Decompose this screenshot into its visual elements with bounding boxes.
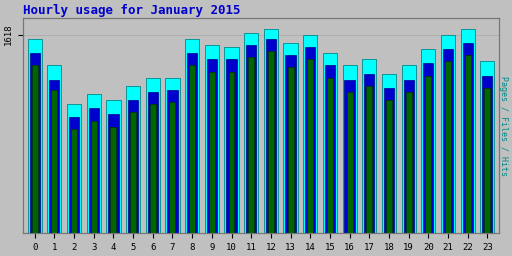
Bar xyxy=(71,129,77,233)
Bar xyxy=(224,47,239,233)
Bar xyxy=(382,73,396,233)
Bar xyxy=(205,45,219,233)
Bar xyxy=(443,49,453,233)
Bar xyxy=(51,90,57,233)
Bar xyxy=(268,51,274,233)
Bar xyxy=(169,102,176,233)
Bar xyxy=(209,71,215,233)
Bar xyxy=(69,116,79,233)
Y-axis label: Pages / Files / Hits: Pages / Files / Hits xyxy=(499,76,508,176)
Bar xyxy=(307,59,313,233)
Bar xyxy=(423,63,434,233)
Bar xyxy=(366,86,372,233)
Bar xyxy=(325,65,335,233)
Bar xyxy=(264,29,278,233)
Bar xyxy=(248,57,254,233)
Bar xyxy=(303,35,317,233)
Bar xyxy=(425,76,431,233)
Bar xyxy=(465,55,471,233)
Bar xyxy=(187,53,197,233)
Bar xyxy=(401,65,416,233)
Bar xyxy=(185,39,199,233)
Bar xyxy=(130,112,136,233)
Bar xyxy=(403,80,414,233)
Bar xyxy=(406,92,412,233)
Bar xyxy=(165,78,180,233)
Bar xyxy=(386,100,392,233)
Bar xyxy=(347,92,353,233)
Bar xyxy=(441,35,455,233)
Bar xyxy=(384,88,394,233)
Bar xyxy=(109,114,118,233)
Bar xyxy=(189,65,195,233)
Bar xyxy=(49,80,59,233)
Bar xyxy=(146,78,160,233)
Bar xyxy=(480,61,495,233)
Bar xyxy=(67,104,81,233)
Bar xyxy=(30,53,40,233)
Bar xyxy=(484,88,490,233)
Bar xyxy=(343,65,357,233)
Bar xyxy=(47,65,61,233)
Bar xyxy=(91,121,97,233)
Bar xyxy=(111,127,116,233)
Bar xyxy=(226,59,237,233)
Text: Hourly usage for January 2015: Hourly usage for January 2015 xyxy=(23,4,241,17)
Bar xyxy=(284,43,297,233)
Bar xyxy=(89,108,99,233)
Bar xyxy=(462,43,473,233)
Bar xyxy=(246,45,257,233)
Bar xyxy=(228,71,234,233)
Bar xyxy=(32,65,38,233)
Bar xyxy=(327,78,333,233)
Bar xyxy=(87,94,101,233)
Bar xyxy=(482,76,493,233)
Bar xyxy=(323,53,337,233)
Bar xyxy=(461,29,475,233)
Bar xyxy=(244,33,258,233)
Bar xyxy=(305,47,315,233)
Bar xyxy=(106,100,120,233)
Bar xyxy=(126,86,140,233)
Bar xyxy=(266,39,276,233)
Bar xyxy=(362,59,376,233)
Bar xyxy=(207,59,217,233)
Bar xyxy=(28,39,42,233)
Bar xyxy=(445,61,451,233)
Bar xyxy=(147,92,158,233)
Bar xyxy=(421,49,435,233)
Bar xyxy=(167,90,178,233)
Bar xyxy=(150,104,156,233)
Bar xyxy=(364,73,374,233)
Bar xyxy=(345,80,355,233)
Bar xyxy=(128,100,138,233)
Bar xyxy=(286,55,295,233)
Bar xyxy=(288,67,293,233)
